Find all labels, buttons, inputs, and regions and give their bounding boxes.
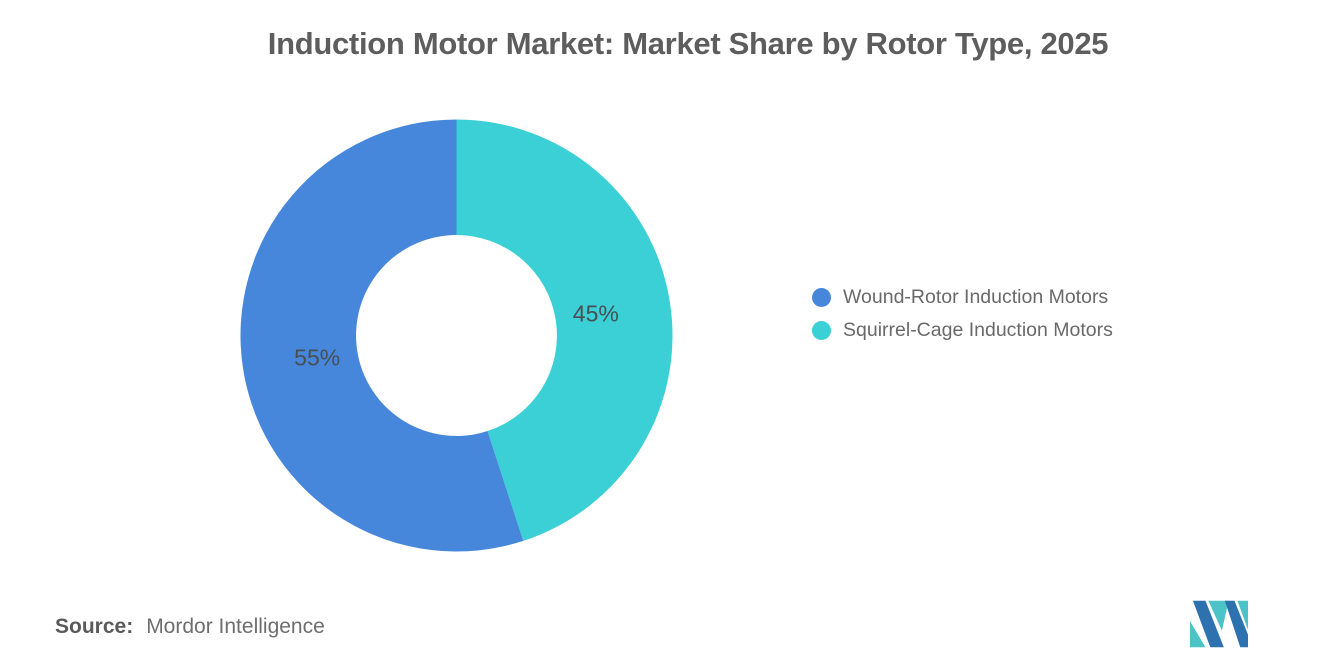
donut-slice-wound-rotor-induction-motors[interactable] (240, 119, 524, 552)
legend-marker-wound-rotor-icon (812, 288, 831, 307)
legend-item-squirrel-cage[interactable]: Squirrel-Cage Induction Motors (812, 319, 1113, 341)
legend-label: Wound-Rotor Induction Motors (843, 286, 1109, 308)
donut-chart-area: 45% 55% (240, 119, 673, 552)
source-label: Source: (55, 615, 134, 638)
legend-item-wound-rotor[interactable]: Wound-Rotor Induction Motors (812, 286, 1113, 308)
slice-value-label: 55% (294, 345, 340, 371)
source-value: Mordor Intelligence (146, 615, 325, 638)
mordor-logo-icon (1190, 600, 1248, 648)
mordor-intelligence-logo (1190, 600, 1248, 648)
chart-title: Induction Motor Market: Market Share by … (267, 26, 1109, 61)
donut-chart: 45% 55% (240, 119, 673, 552)
slice-value-label: 45% (573, 300, 619, 326)
donut-slice-squirrel-cage-induction-motors[interactable] (456, 119, 673, 541)
source-line: Source: Mordor Intelligence (55, 615, 325, 639)
legend-label: Squirrel-Cage Induction Motors (843, 319, 1113, 341)
legend-marker-squirrel-cage-icon (812, 321, 831, 340)
legend: Wound-Rotor Induction Motors Squirrel-Ca… (812, 286, 1113, 341)
